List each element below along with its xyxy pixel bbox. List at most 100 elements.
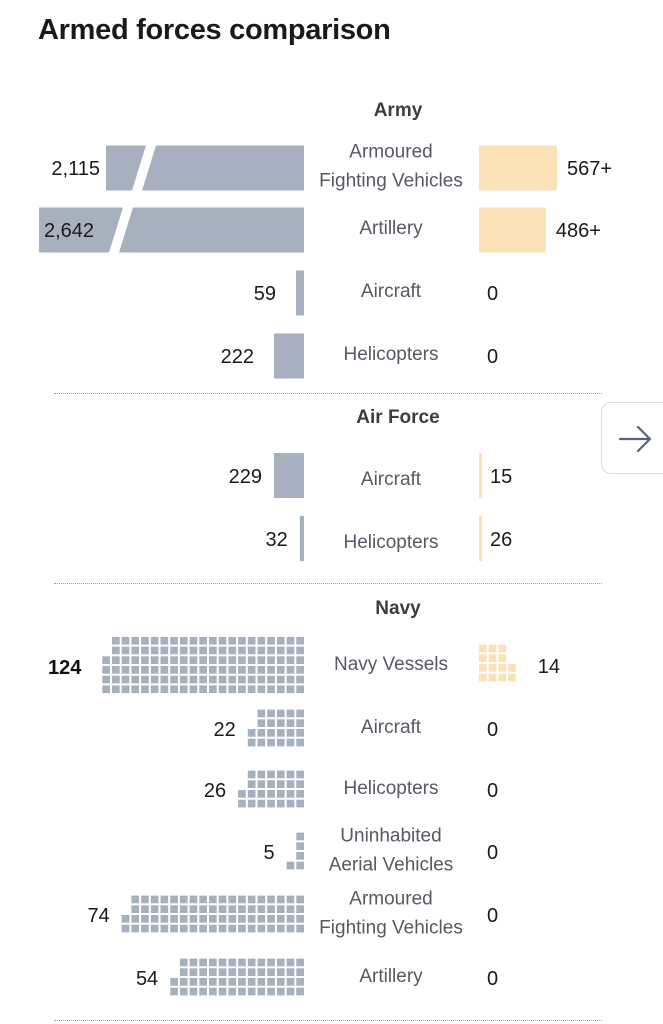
- unit-square-left: [218, 987, 227, 996]
- category-label: Uninhabited: [340, 826, 441, 847]
- unit-square-left: [179, 895, 188, 904]
- unit-square-left: [102, 685, 110, 694]
- unit-square-left: [150, 685, 159, 694]
- unit-square-right: [479, 644, 487, 653]
- unit-square-left: [218, 905, 227, 913]
- unit-square-left: [228, 968, 237, 976]
- unit-square-left: [209, 636, 217, 645]
- unit-square-left: [218, 915, 227, 923]
- unit-square-left: [257, 968, 266, 976]
- category-label: Artillery: [359, 966, 423, 987]
- section-divider: [54, 1020, 602, 1021]
- unit-square-left: [296, 987, 304, 996]
- unit-square-left: [209, 656, 217, 664]
- unit-square-left: [238, 895, 246, 904]
- unit-square-left: [228, 978, 237, 986]
- unit-square-left: [257, 905, 266, 913]
- unit-square-left: [276, 666, 285, 674]
- unit-square-left: [286, 861, 295, 870]
- unit-square-left: [170, 675, 178, 684]
- unit-square-left: [286, 790, 295, 798]
- unit-square-left: [247, 636, 256, 645]
- unit-square-left: [160, 666, 169, 674]
- unit-square-left: [209, 915, 217, 923]
- unit-square-left: [209, 987, 217, 996]
- unit-square-left: [179, 978, 188, 986]
- unit-square-left: [228, 987, 237, 996]
- unit-square-left: [179, 646, 188, 655]
- unit-square-left: [179, 675, 188, 684]
- unit-square-left: [170, 636, 178, 645]
- unit-square-left: [189, 915, 198, 923]
- unit-square-left: [228, 685, 237, 694]
- unit-square-left: [228, 656, 237, 664]
- unit-square-left: [257, 738, 266, 747]
- unit-square-left: [296, 915, 304, 923]
- unit-square-left: [257, 895, 266, 904]
- unit-square-left: [209, 958, 217, 967]
- value-right: 0: [487, 905, 498, 927]
- unit-square-left: [238, 790, 246, 798]
- unit-square-left: [238, 958, 246, 967]
- unit-square-left: [228, 915, 237, 923]
- unit-square-left: [286, 738, 295, 747]
- unit-square-left: [112, 675, 120, 684]
- unit-square-right: [498, 644, 507, 653]
- unit-square-left: [160, 656, 169, 664]
- unit-square-left: [238, 978, 246, 986]
- unit-square-left: [121, 915, 130, 923]
- unit-square-left: [179, 656, 188, 664]
- unit-square-right: [508, 673, 516, 682]
- unit-square-left: [276, 729, 285, 737]
- unit-square-left: [218, 685, 227, 694]
- unit-square-right: [488, 673, 497, 682]
- unit-square-left: [228, 646, 237, 655]
- bar-break: [109, 207, 133, 253]
- bar-right: [479, 145, 557, 191]
- unit-square-left: [286, 987, 295, 996]
- unit-square-left: [228, 636, 237, 645]
- unit-square-left: [131, 656, 140, 664]
- unit-square-left: [257, 780, 266, 788]
- unit-square-left: [112, 685, 120, 694]
- unit-square-left: [296, 770, 304, 779]
- unit-square-left: [209, 685, 217, 694]
- unit-square-left: [179, 905, 188, 913]
- category-label: Navy Vessels: [334, 654, 448, 675]
- unit-square-left: [199, 915, 207, 923]
- unit-square-left: [160, 685, 169, 694]
- unit-square-left: [179, 666, 188, 674]
- unit-square-left: [286, 685, 295, 694]
- unit-square-left: [112, 646, 120, 655]
- unit-square-left: [247, 780, 256, 788]
- unit-square-left: [286, 958, 295, 967]
- unit-square-left: [141, 895, 149, 904]
- unit-square-left: [296, 719, 304, 727]
- value-left: 26: [204, 780, 226, 802]
- value-left: 54: [136, 968, 158, 990]
- unit-square-left: [218, 968, 227, 976]
- unit-square-left: [179, 968, 188, 976]
- unit-square-left: [131, 685, 140, 694]
- category-label: Helicopters: [343, 778, 438, 799]
- unit-square-left: [228, 958, 237, 967]
- unit-square-left: [267, 799, 275, 808]
- unit-square-left: [257, 709, 266, 718]
- unit-square-left: [238, 646, 246, 655]
- next-button[interactable]: [601, 402, 663, 474]
- unit-square-left: [286, 709, 295, 718]
- unit-square-left: [247, 987, 256, 996]
- unit-square-left: [257, 685, 266, 694]
- unit-square-left: [112, 656, 120, 664]
- unit-square-left: [141, 656, 149, 664]
- unit-square-left: [238, 799, 246, 808]
- section-divider: [54, 583, 602, 584]
- unit-square-left: [267, 958, 275, 967]
- unit-square-left: [276, 738, 285, 747]
- unit-square-right: [488, 664, 497, 672]
- unit-square-left: [267, 685, 275, 694]
- unit-square-left: [170, 895, 178, 904]
- unit-square-left: [267, 729, 275, 737]
- unit-square-left: [131, 905, 140, 913]
- unit-square-right: [498, 673, 507, 682]
